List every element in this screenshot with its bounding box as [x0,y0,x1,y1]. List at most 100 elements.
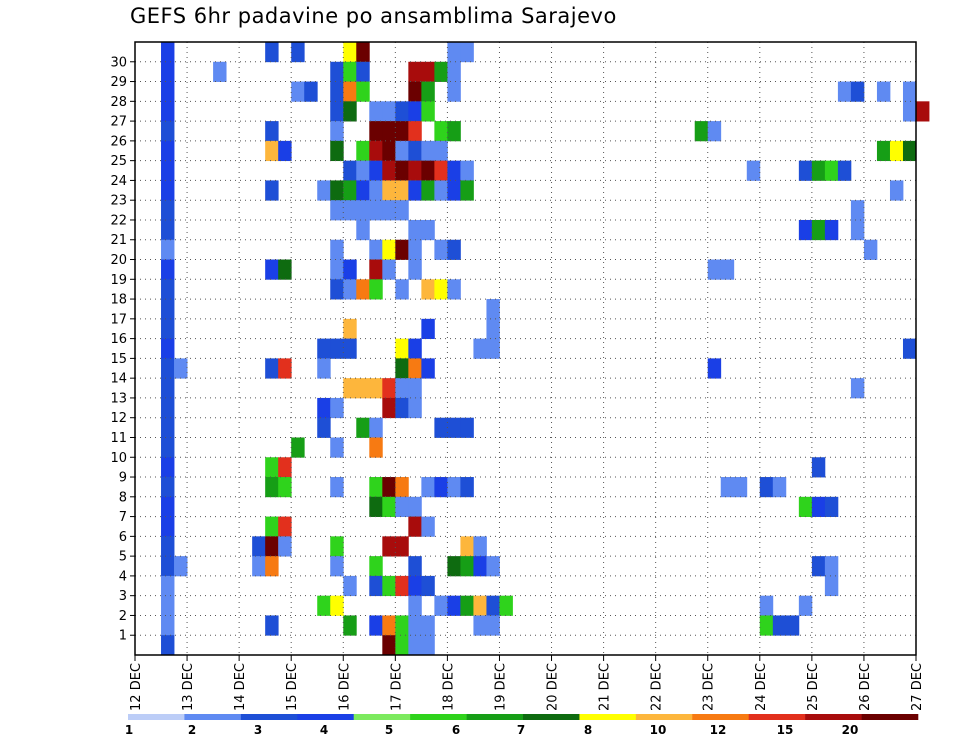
heatmap-cell [824,556,839,577]
x-tick-label: 23 DEC [702,663,717,711]
heatmap-cell [759,477,774,498]
heatmap-cell [213,61,227,82]
colorbar-segment [579,714,637,720]
heatmap-cell [824,219,839,241]
x-tick-label: 18 DEC [441,663,456,711]
heatmap-cell [408,358,422,379]
colorbar-label: 3 [254,723,262,737]
heatmap-cell [408,140,422,162]
heatmap-cell [447,61,461,82]
heatmap-cell [408,378,422,399]
grid-layer [135,42,916,655]
heatmap-cell [434,477,448,498]
y-tick-label: 6 [119,530,127,545]
heatmap-cell [330,239,344,260]
heatmap-cell [265,516,279,537]
heatmap-cell [421,140,435,162]
heatmap-cell [408,259,422,280]
heatmap-cell [486,615,500,636]
heatmap-cell [343,378,357,399]
heatmap-cell [486,338,500,359]
heatmap-cell [330,437,344,458]
heatmap-cell [421,81,435,102]
heatmap-cell [408,516,422,537]
heatmap-cell [473,556,487,577]
heatmap-cell [317,338,331,359]
heatmap-cell [798,496,813,517]
colorbar-label: 12 [710,723,727,737]
heatmap-cell [161,81,175,102]
heatmap-cell [850,378,865,399]
x-tick-label: 12 DEC [129,663,144,711]
heatmap-cell [785,615,800,636]
heatmap-cell [395,575,409,597]
heatmap-cell [460,160,474,181]
heatmap-cell [161,437,175,458]
heatmap-cell [330,180,344,201]
heatmap-cell [421,516,435,537]
heatmap-cell [460,595,474,616]
heatmap-cell [759,595,774,616]
heatmap-cell [876,140,891,162]
colorbar-label: 4 [320,723,328,737]
colorbar-segment [748,714,806,720]
heatmap-cell [330,81,344,102]
heatmap-cell [161,378,175,399]
y-tick-label: 28 [110,95,127,110]
heatmap-cell [473,338,487,359]
heatmap-cell [161,318,175,340]
heatmap-cell [161,338,175,359]
heatmap-cell [421,279,435,300]
heatmap-cell [473,615,487,636]
heatmap-cell [447,279,461,300]
heatmap-cell [408,160,422,181]
colorbar-segment [635,714,693,720]
heatmap-cell [447,160,461,181]
heatmap-cell [798,595,813,616]
heatmap-cell [408,239,422,260]
y-tick-label: 1 [119,629,127,644]
heatmap-cell [161,556,175,577]
heatmap-cell [421,477,435,498]
heatmap-cell [343,279,357,300]
y-tick-label: 4 [119,569,127,584]
heatmap-cell [395,160,409,181]
x-tick-label: 26 DEC [858,663,873,711]
heatmap-cell [824,160,839,181]
heatmap-cell [395,121,409,142]
heatmap-cell [382,635,396,656]
heatmap-cell [850,81,865,102]
heatmap-cell [174,358,188,379]
heatmap-cell [252,536,266,557]
y-tick-label: 2 [119,609,127,624]
heatmap-cell [369,437,383,458]
heatmap-cell [369,378,383,399]
heatmap-cell [772,615,787,636]
heatmap-cell [421,160,435,181]
heatmap-cell [161,140,175,162]
x-tick-label: 15 DEC [285,663,300,711]
heatmap-cell [473,595,487,616]
heatmap-cell [356,61,370,82]
heatmap-cell [265,556,279,577]
heatmap-cell [447,81,461,102]
heatmap-cell [278,259,292,280]
heatmap-cell [408,81,422,102]
heatmap-cell [382,397,396,419]
heatmap-cell [889,180,904,201]
heatmap-cell [707,121,722,142]
heatmap-cell [447,239,461,260]
heatmap-cell [265,259,279,280]
heatmap-cell [343,61,357,82]
heatmap-cell [343,259,357,280]
heatmap-cell [304,81,318,102]
heatmap-cell [902,81,917,102]
colorbar-label: 5 [385,723,393,737]
heatmap-cell [330,200,344,221]
heatmap-cell [460,42,474,63]
heatmap-cell [369,259,383,280]
heatmap-cell [382,259,396,280]
heatmap-cell [733,477,748,498]
y-tick-label: 24 [110,174,127,189]
heatmap-cell [408,615,422,636]
